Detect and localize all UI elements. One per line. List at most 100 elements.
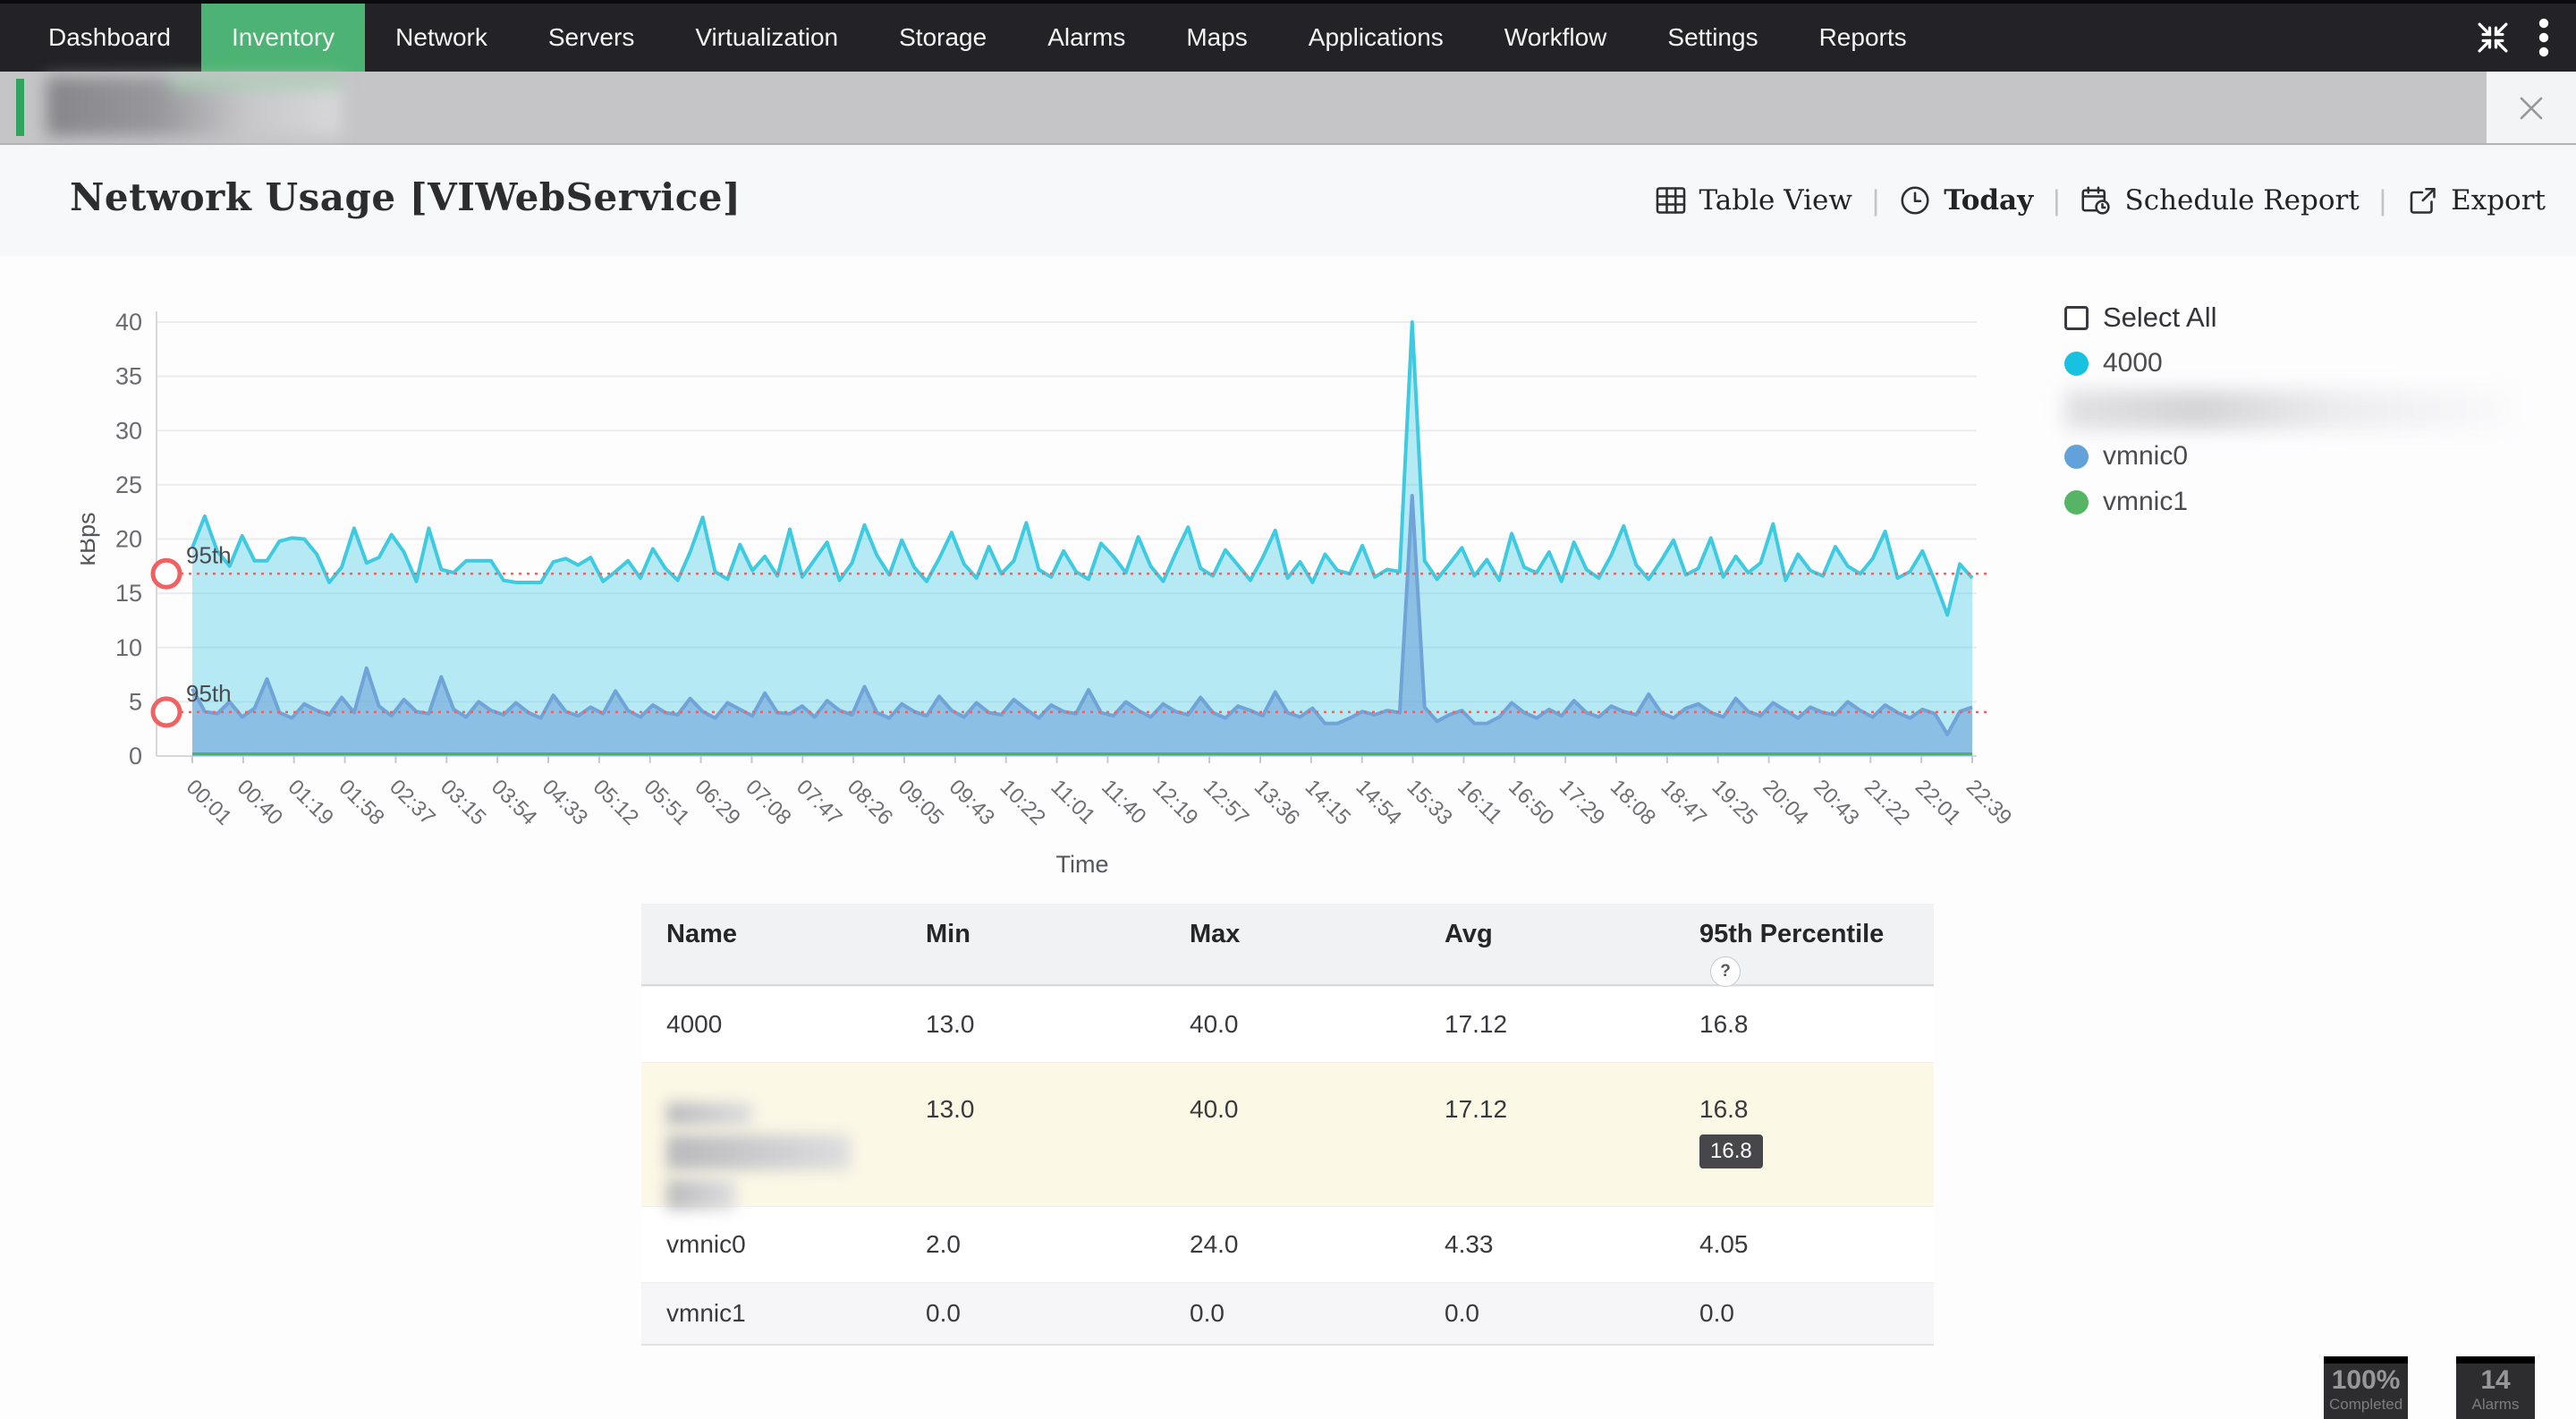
cell-name — [641, 1063, 901, 1210]
svg-text:21:22: 21:22 — [1860, 775, 1915, 830]
svg-text:00:01: 00:01 — [182, 775, 237, 830]
page-header: Network Usage [VIWebService] Table View |… — [0, 145, 2576, 256]
window-top-strip — [0, 0, 2576, 4]
svg-text:00:40: 00:40 — [233, 775, 288, 830]
svg-text:0: 0 — [129, 743, 142, 769]
legend-item-4000[interactable]: 4000 — [2064, 344, 2565, 382]
column-header-name: Name — [641, 904, 901, 987]
badge-label: Alarms — [2471, 1396, 2520, 1413]
table-row-4000[interactable]: 4000 13.0 40.0 17.12 16.8 — [641, 986, 1934, 1062]
svg-text:05:12: 05:12 — [589, 775, 644, 830]
toolbar-separator: | — [2378, 183, 2387, 217]
svg-text:15: 15 — [115, 580, 142, 607]
series-color-dot — [2064, 351, 2089, 376]
svg-text:06:29: 06:29 — [690, 775, 745, 830]
header-toolbar: Table View | Today | Schedule Report | Export — [1655, 145, 2546, 256]
nav-item-network[interactable]: Network — [395, 23, 487, 51]
blur-bar — [666, 1102, 752, 1126]
stats-table: Name Min Max Avg 95th Percentile? 4000 13.0 40.… — [641, 904, 1934, 1346]
nav-item-workflow[interactable]: Workflow — [1504, 23, 1607, 51]
table-view-button[interactable]: Table View — [1655, 184, 1852, 217]
svg-text:09:43: 09:43 — [945, 775, 1000, 830]
cell-max: 40.0 — [1190, 1095, 1239, 1123]
column-header-95th-percentile: 95th Percentile? — [1674, 904, 1934, 987]
nav-item-applications[interactable]: Applications — [1308, 23, 1444, 51]
collapse-icon[interactable] — [2474, 19, 2512, 56]
column-label: Min — [926, 920, 970, 948]
cell-p95: 0.0 — [1674, 1299, 1934, 1328]
select-all-label: Select All — [2103, 302, 2217, 333]
percentile-marker[interactable] — [150, 696, 182, 728]
cell-max: 0.0 — [1190, 1299, 1224, 1327]
nav-item-storage[interactable]: Storage — [899, 23, 987, 51]
status-badge-alarms[interactable]: 14 Alarms — [2456, 1356, 2535, 1419]
nav-item-dashboard[interactable]: Dashboard — [48, 23, 171, 51]
series-label: vmnic1 — [2103, 487, 2189, 516]
svg-text:15:33: 15:33 — [1402, 775, 1457, 830]
toolbar-label: Today — [1944, 184, 2034, 217]
select-all-checkbox[interactable] — [2064, 305, 2089, 330]
svg-text:22:39: 22:39 — [1962, 775, 2017, 830]
table-row-vmnic0[interactable]: vmnic0 2.0 24.0 4.33 4.05 — [641, 1206, 1934, 1282]
today-button[interactable]: Today — [1899, 184, 2033, 217]
series-color-dot — [2064, 489, 2089, 514]
column-label: Max — [1190, 920, 1241, 948]
nav-item-virtualization[interactable]: Virtualization — [695, 23, 839, 51]
legend-item-vmnic0[interactable]: vmnic0 — [2064, 438, 2565, 475]
legend-item-vmnic1[interactable]: vmnic1 — [2064, 483, 2565, 521]
percentile-label: 95th — [186, 680, 232, 707]
percentile-marker[interactable] — [150, 557, 182, 590]
column-label: Name — [666, 920, 737, 948]
nav-item-inventory[interactable]: Inventory — [200, 4, 366, 72]
cell-min: 2.0 — [926, 1230, 961, 1258]
svg-text:17:29: 17:29 — [1555, 775, 1610, 830]
p95-value: 4.05 — [1699, 1230, 1749, 1258]
nav-item-maps[interactable]: Maps — [1186, 23, 1248, 51]
svg-text:02:37: 02:37 — [385, 775, 440, 830]
svg-text:07:47: 07:47 — [792, 775, 847, 830]
cell-p95: 16.8 16.8 — [1674, 1063, 1934, 1168]
svg-text:09:05: 09:05 — [894, 775, 949, 830]
svg-text:20:04: 20:04 — [1758, 775, 1813, 830]
svg-text:35: 35 — [115, 363, 142, 390]
svg-text:04:33: 04:33 — [538, 775, 593, 830]
nav-item-alarms[interactable]: Alarms — [1047, 23, 1126, 51]
column-header-max: Max — [1165, 904, 1419, 987]
svg-text:05:51: 05:51 — [639, 775, 694, 830]
status-badge-completed[interactable]: 100% Completed — [2324, 1356, 2409, 1419]
kebab-menu-icon[interactable] — [2537, 18, 2551, 57]
help-icon[interactable]: ? — [1710, 956, 1741, 987]
svg-text:19:25: 19:25 — [1707, 775, 1762, 830]
svg-text:5: 5 — [129, 688, 142, 715]
series-label: vmnic0 — [2103, 441, 2189, 471]
select-all-row[interactable]: Select All — [2064, 299, 2565, 336]
p95-value: 0.0 — [1699, 1299, 1734, 1327]
svg-text:10:22: 10:22 — [995, 775, 1050, 830]
blur-bar — [666, 1179, 736, 1210]
nav-item-reports[interactable]: Reports — [1818, 23, 1907, 51]
banner-accent-bar — [16, 79, 24, 136]
badge-label: Completed — [2329, 1396, 2403, 1413]
column-label: Avg — [1445, 920, 1493, 948]
svg-text:22:01: 22:01 — [1911, 775, 1966, 830]
schedule-report-icon — [2081, 186, 2111, 215]
legend-item-blurred[interactable] — [2064, 390, 2512, 429]
toolbar-separator: | — [2053, 183, 2061, 217]
cell-min: 0.0 — [926, 1299, 961, 1327]
nav-item-servers[interactable]: Servers — [547, 23, 635, 51]
svg-text:16:50: 16:50 — [1504, 775, 1559, 830]
toolbar-label: Schedule Report — [2124, 184, 2360, 217]
column-header-min: Min — [901, 904, 1165, 987]
nav-item-settings[interactable]: Settings — [1667, 23, 1758, 51]
svg-text:14:15: 14:15 — [1301, 775, 1356, 830]
banner-row — [0, 72, 2576, 145]
banner-close-button[interactable] — [2503, 88, 2560, 129]
svg-text:18:47: 18:47 — [1657, 775, 1712, 830]
badge-value: 100% — [2331, 1365, 2401, 1395]
table-row-blurred[interactable]: 13.0 40.0 17.12 16.8 16.8 — [641, 1062, 1934, 1210]
svg-text:20:43: 20:43 — [1809, 775, 1864, 830]
blurred-name — [666, 1095, 901, 1210]
schedule-report-button[interactable]: Schedule Report — [2080, 184, 2360, 217]
export-button[interactable]: Export — [2406, 184, 2546, 217]
table-row-vmnic1[interactable]: vmnic1 0.0 0.0 0.0 0.0 — [641, 1282, 1934, 1344]
